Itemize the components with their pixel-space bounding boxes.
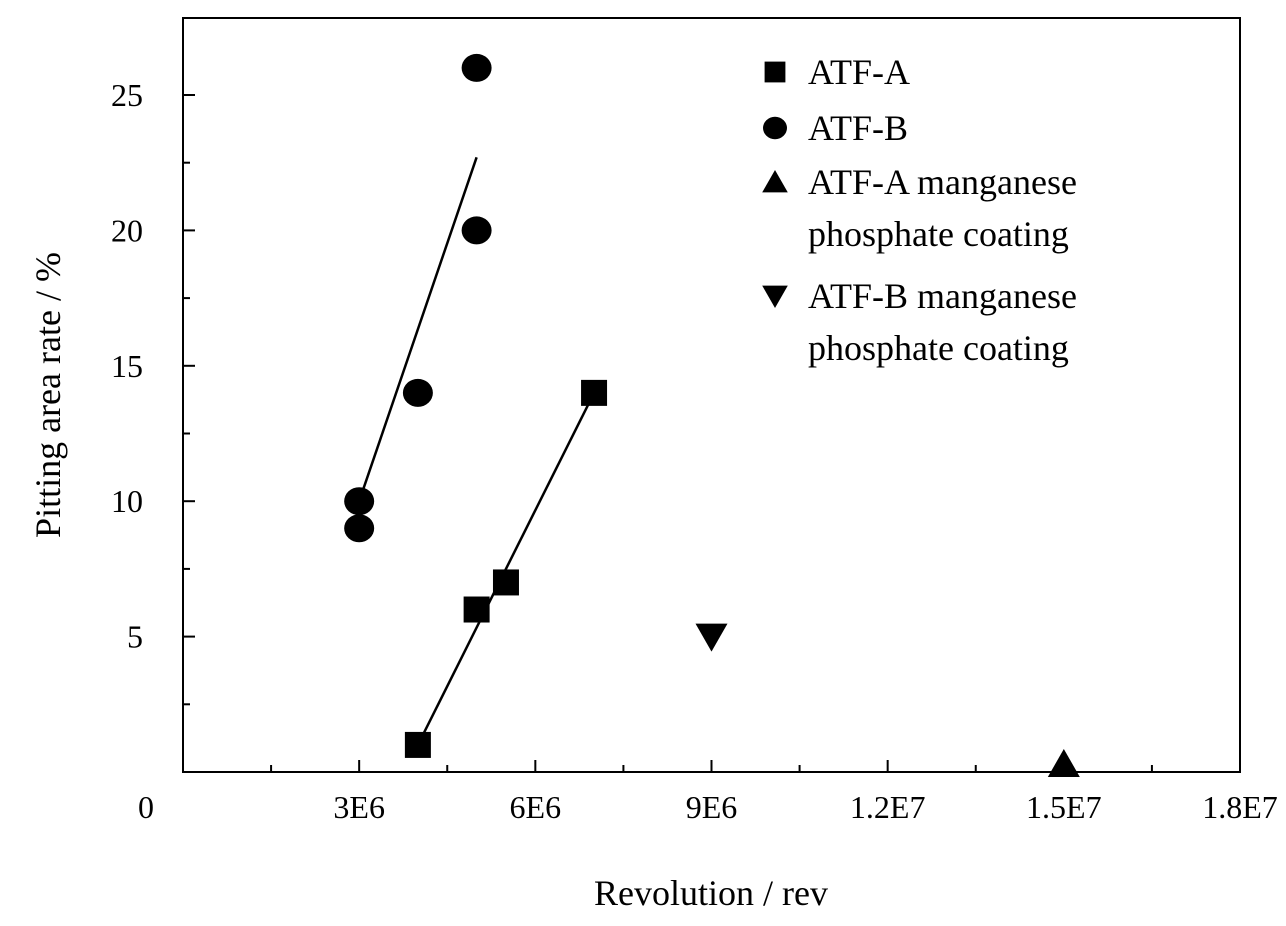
data-point bbox=[492, 569, 519, 596]
legend-marker bbox=[764, 61, 786, 83]
data-point bbox=[695, 623, 728, 652]
data-point bbox=[461, 216, 492, 245]
fit-line bbox=[357, 156, 478, 502]
legend-label: ATF-B bbox=[808, 108, 908, 148]
legend-label: ATF-B manganese bbox=[808, 276, 1077, 316]
legend-label: ATF-A manganese bbox=[808, 162, 1077, 202]
legend-marker bbox=[762, 170, 788, 193]
y-axis-title: Pitting area rate / % bbox=[28, 252, 68, 538]
y-axis-ticks bbox=[183, 94, 195, 706]
x-tick-label: 1.5E7 bbox=[1026, 789, 1102, 825]
fit-line bbox=[416, 392, 596, 746]
legend-label: ATF-A bbox=[808, 52, 910, 92]
x-axis-tick-labels: 3E6 6E6 9E6 1.2E7 1.5E7 1.8E7 bbox=[333, 789, 1277, 825]
data-point bbox=[344, 487, 375, 516]
x-tick-label: 9E6 bbox=[686, 789, 738, 825]
x-tick-label: 1.8E7 bbox=[1202, 789, 1278, 825]
fit-lines bbox=[357, 156, 596, 746]
legend-marker bbox=[762, 285, 788, 308]
data-point bbox=[581, 379, 608, 406]
x-tick-label: 3E6 bbox=[333, 789, 385, 825]
legend-label: phosphate coating bbox=[808, 328, 1069, 368]
data-point bbox=[344, 514, 375, 543]
legend-marker bbox=[763, 116, 787, 140]
x-tick-label: 6E6 bbox=[510, 789, 562, 825]
y-axis-tick-labels: 5 10 15 20 25 bbox=[111, 77, 143, 655]
legend: ATF-A ATF-B ATF-A manganese phosphate coati… bbox=[762, 52, 1077, 368]
data-point bbox=[1047, 749, 1080, 777]
x-axis-title: Revolution / rev bbox=[594, 873, 828, 913]
origin-label: 0 bbox=[138, 789, 154, 825]
data-point bbox=[404, 731, 431, 758]
y-tick-label: 15 bbox=[111, 348, 143, 384]
data-point bbox=[463, 596, 490, 623]
plot-frame bbox=[182, 17, 1241, 773]
y-tick-label: 5 bbox=[127, 619, 143, 655]
data-points bbox=[344, 53, 1080, 777]
x-axis-ticks bbox=[270, 760, 1153, 772]
y-tick-label: 25 bbox=[111, 77, 143, 113]
data-point bbox=[402, 378, 433, 407]
y-tick-label: 10 bbox=[111, 483, 143, 519]
x-tick-label: 1.2E7 bbox=[850, 789, 926, 825]
data-point bbox=[461, 53, 492, 82]
legend-label: phosphate coating bbox=[808, 214, 1069, 254]
y-tick-label: 20 bbox=[111, 212, 143, 248]
